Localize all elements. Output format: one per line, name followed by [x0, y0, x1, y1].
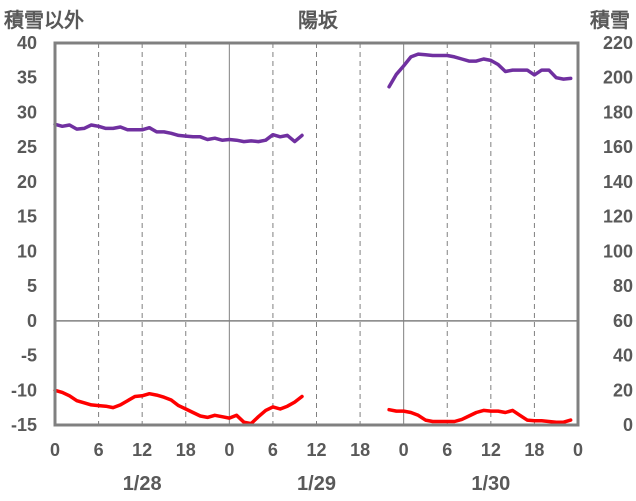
chart-title: 陽坂 [298, 9, 339, 32]
series-purple-line [387, 52, 573, 89]
left-axis-label: 積雪以外 [4, 8, 84, 32]
x-tick-label: 6 [94, 440, 104, 460]
x-tick-label: 12 [306, 440, 326, 460]
left-tick-label: 5 [27, 276, 37, 296]
x-tick-label: 12 [481, 440, 501, 460]
right-axis-label: 積雪 [590, 9, 630, 32]
x-tick-label: 12 [132, 440, 152, 460]
date-labels: 1/28 1/29 1/30 [123, 473, 511, 495]
right-tick-label: 80 [613, 276, 633, 296]
x-tick-label: 6 [268, 440, 278, 460]
x-axis-ticks: 0 6 12 18 0 6 12 18 0 6 12 18 0 [50, 440, 583, 460]
right-tick-label: 140 [603, 172, 633, 192]
left-tick-label: 10 [17, 241, 37, 261]
series-red-line [387, 407, 573, 424]
left-tick-label: 25 [17, 137, 37, 157]
left-tick-label: 0 [27, 311, 37, 331]
grid-layer [98, 43, 535, 425]
x-tick-label: 0 [224, 440, 234, 460]
right-tick-label: 120 [603, 207, 633, 227]
series-purple-line [53, 122, 304, 144]
right-tick-label: 200 [603, 68, 633, 88]
left-tick-label: 15 [17, 207, 37, 227]
left-tick-label: 40 [17, 33, 37, 53]
left-tick-label: 30 [17, 102, 37, 122]
date-label: 1/29 [297, 473, 336, 495]
x-tick-label: 18 [350, 440, 370, 460]
date-label: 1/28 [123, 473, 162, 495]
right-tick-label: 60 [613, 311, 633, 331]
left-tick-label: -15 [11, 415, 37, 435]
x-tick-label: 18 [524, 440, 544, 460]
series-red-line [53, 388, 304, 426]
left-axis-ticks: 40 35 30 25 20 15 10 5 0 -5 -10 -15 [11, 33, 37, 435]
left-tick-label: 20 [17, 172, 37, 192]
left-tick-label: -5 [21, 346, 37, 366]
x-tick-label: 0 [399, 440, 409, 460]
plot-frame [53, 41, 580, 427]
right-tick-label: 0 [623, 415, 633, 435]
left-tick-label: 35 [17, 68, 37, 88]
right-tick-label: 180 [603, 102, 633, 122]
series-layer [53, 52, 573, 426]
left-tick-label: -10 [11, 380, 37, 400]
x-tick-label: 0 [50, 440, 60, 460]
right-tick-label: 20 [613, 380, 633, 400]
x-tick-label: 6 [442, 440, 452, 460]
right-tick-label: 100 [603, 241, 633, 261]
x-tick-label: 0 [573, 440, 583, 460]
right-tick-label: 160 [603, 137, 633, 157]
date-label: 1/30 [471, 473, 510, 495]
right-tick-label: 220 [603, 33, 633, 53]
right-tick-label: 40 [613, 346, 633, 366]
x-tick-label: 18 [176, 440, 196, 460]
